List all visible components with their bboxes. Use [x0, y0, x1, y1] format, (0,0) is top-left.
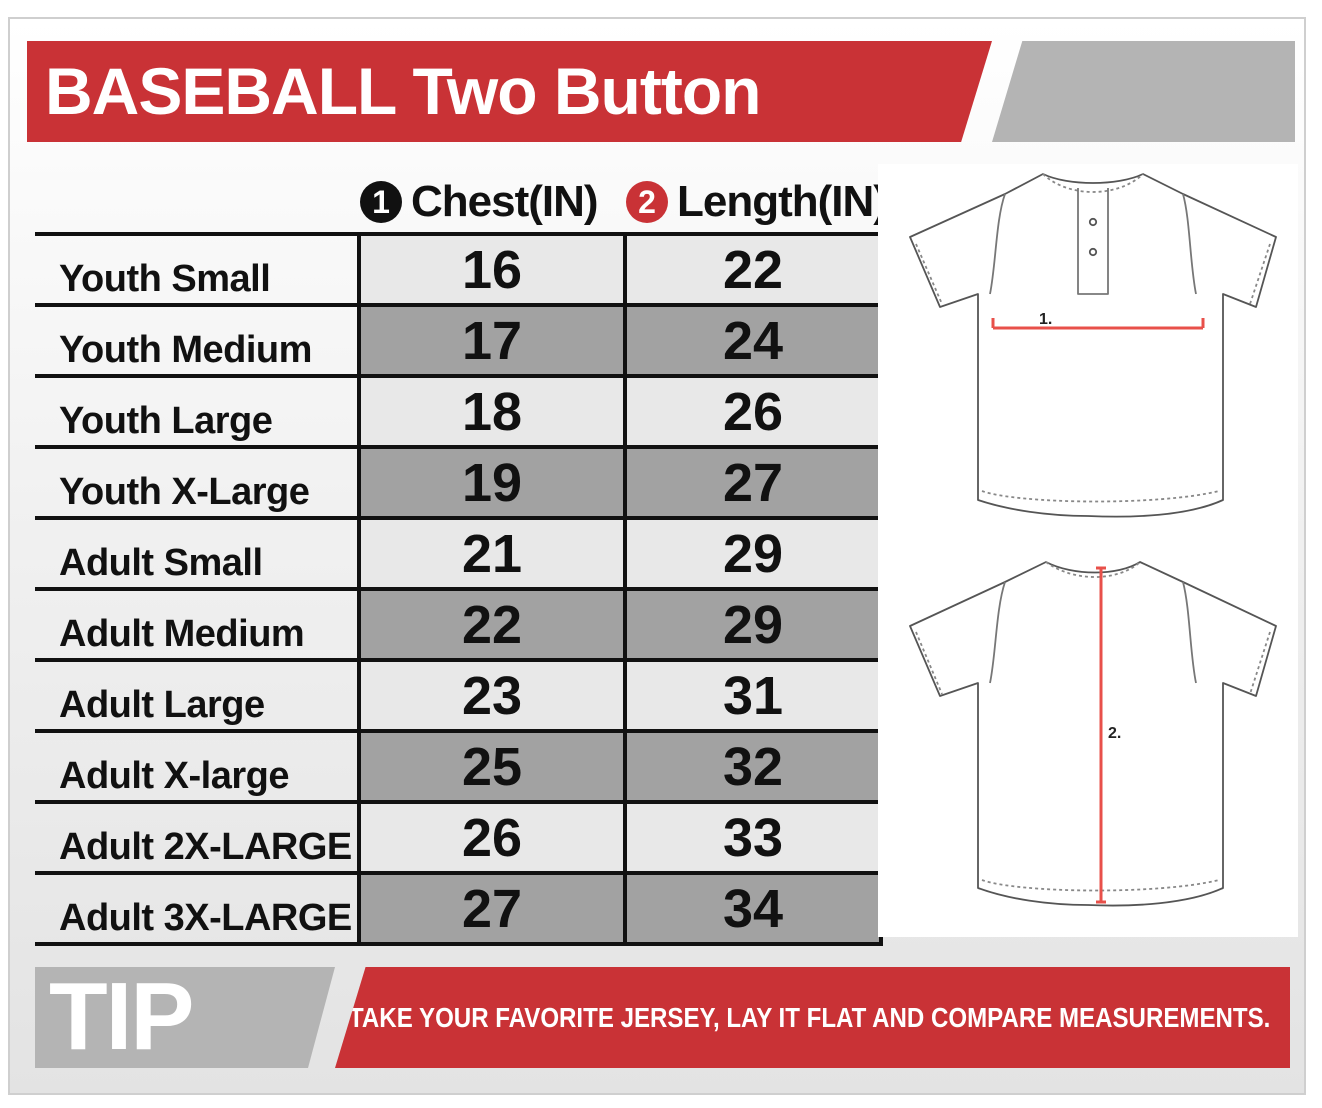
- size-label: Youth Small: [59, 258, 271, 300]
- chest-value: 19: [357, 449, 623, 516]
- length-value: 26: [623, 378, 883, 445]
- size-cell: Adult Medium: [35, 591, 357, 658]
- size-chart-card: BASEBALL Two Button 1 Chest(IN) 2 Length…: [8, 17, 1306, 1095]
- length-value: 22: [623, 236, 883, 303]
- column-header-length: 2 Length(IN): [626, 177, 888, 227]
- front-jersey-icon: [909, 173, 1277, 518]
- tip-message-banner: TAKE YOUR FAVORITE JERSEY, LAY IT FLAT A…: [335, 967, 1290, 1068]
- length-value: 33: [623, 804, 883, 871]
- chest-value: 18: [357, 378, 623, 445]
- table-row: Adult 3X-LARGE 27 34: [35, 875, 883, 946]
- table-row: Adult Medium 22 29: [35, 591, 883, 662]
- length-measure-line: [1096, 566, 1106, 904]
- size-table: Youth Small 16 22 Youth Medium 17 24 You…: [35, 232, 883, 946]
- length-value: 31: [623, 662, 883, 729]
- table-row: Adult X-large 25 32: [35, 733, 883, 804]
- column-header-label: Chest(IN): [411, 177, 599, 226]
- tip-banner: TIP: [35, 967, 335, 1068]
- back-jersey-icon: [909, 561, 1277, 907]
- size-label: Adult 3X-LARGE: [59, 897, 352, 939]
- length-value: 24: [623, 307, 883, 374]
- size-label: Adult X-large: [59, 755, 289, 797]
- chest-value: 26: [357, 804, 623, 871]
- size-cell: Adult Small: [35, 520, 357, 587]
- column-header-chest: 1 Chest(IN): [360, 177, 599, 227]
- length-value: 29: [623, 591, 883, 658]
- length-value: 34: [623, 875, 883, 942]
- size-cell: Youth Large: [35, 378, 357, 445]
- size-cell: Youth X-Large: [35, 449, 357, 516]
- tip-label: TIP: [49, 963, 194, 1070]
- chest-marker-label: 1.: [1039, 311, 1052, 328]
- size-cell: Adult Large: [35, 662, 357, 729]
- size-label: Youth Medium: [59, 329, 312, 371]
- size-cell: Adult 3X-LARGE: [35, 875, 357, 942]
- length-value: 27: [623, 449, 883, 516]
- table-row: Youth Small 16 22: [35, 232, 883, 307]
- number-badge-2: 2: [626, 181, 668, 223]
- size-cell: Youth Medium: [35, 307, 357, 374]
- chest-value: 21: [357, 520, 623, 587]
- size-cell: Youth Small: [35, 236, 357, 303]
- chest-value: 23: [357, 662, 623, 729]
- size-cell: Adult X-large: [35, 733, 357, 800]
- table-row: Youth Large 18 26: [35, 378, 883, 449]
- column-header-label: Length(IN): [677, 177, 888, 226]
- size-label: Youth X-Large: [59, 471, 310, 513]
- chest-value: 25: [357, 733, 623, 800]
- chest-value: 27: [357, 875, 623, 942]
- size-cell: Adult 2X-LARGE: [35, 804, 357, 871]
- table-row: Youth Medium 17 24: [35, 307, 883, 378]
- jersey-diagram-svg: 1. 2.: [909, 173, 1277, 907]
- size-label: Adult Medium: [59, 613, 305, 655]
- length-value: 32: [623, 733, 883, 800]
- table-row: Adult 2X-LARGE 26 33: [35, 804, 883, 875]
- table-row: Youth X-Large 19 27: [35, 449, 883, 520]
- size-label: Adult Small: [59, 542, 263, 584]
- table-row: Adult Large 23 31: [35, 662, 883, 733]
- tip-text: TAKE YOUR FAVORITE JERSEY, LAY IT FLAT A…: [348, 1001, 1270, 1033]
- chest-value: 17: [357, 307, 623, 374]
- number-badge-1: 1: [360, 181, 402, 223]
- size-label: Adult 2X-LARGE: [59, 826, 352, 868]
- size-label: Youth Large: [59, 400, 273, 442]
- table-row: Adult Small 21 29: [35, 520, 883, 591]
- length-marker-label: 2.: [1108, 725, 1121, 742]
- page-title: BASEBALL Two Button: [45, 54, 761, 128]
- chest-value: 22: [357, 591, 623, 658]
- title-banner: BASEBALL Two Button: [27, 41, 992, 142]
- jersey-illustration: 1. 2.: [878, 164, 1298, 937]
- length-value: 29: [623, 520, 883, 587]
- title-banner-accent: [992, 41, 1295, 142]
- chest-measure-line: [991, 318, 1205, 330]
- chest-value: 16: [357, 236, 623, 303]
- size-label: Adult Large: [59, 684, 265, 726]
